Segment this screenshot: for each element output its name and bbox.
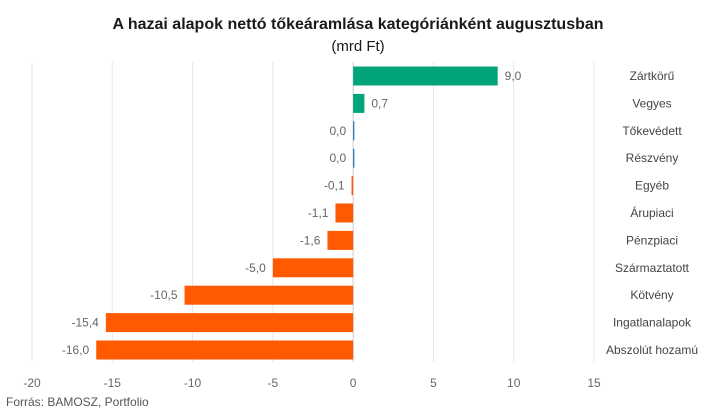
value-label: -15,4 (72, 316, 100, 330)
value-label: -10,5 (150, 288, 178, 302)
bar (327, 230, 354, 250)
bar (272, 258, 354, 278)
bar (353, 121, 355, 141)
value-label: -1,6 (300, 233, 321, 247)
category-label: Származtatott (615, 261, 690, 275)
category-label: Árupiaci (630, 205, 673, 220)
value-label: -16,0 (62, 343, 90, 357)
x-axis-ticks: -20 -15 -10 -5 0 5 10 15 (23, 376, 601, 390)
x-tick-label: -15 (104, 376, 122, 390)
value-label: -5,0 (245, 261, 266, 275)
value-label: -0,1 (324, 179, 345, 193)
x-tick-label: -10 (184, 376, 202, 390)
x-tick-label: -20 (23, 376, 41, 390)
x-tick-label: 10 (507, 376, 521, 390)
category-label: Zártkörű (630, 69, 675, 83)
bar (353, 93, 365, 113)
x-tick-label: 15 (587, 376, 601, 390)
category-label: Abszolút hozamú (606, 343, 698, 357)
x-tick-label: -5 (268, 376, 279, 390)
category-label: Pénzpiaci (626, 233, 678, 247)
category-label: Vegyes (632, 96, 671, 110)
bar (351, 176, 354, 196)
bar (353, 66, 498, 86)
bar (96, 340, 354, 360)
value-label: -1,1 (308, 206, 329, 220)
value-label: 9,0 (505, 69, 522, 83)
category-label: Kötvény (630, 288, 673, 302)
x-tick-label: 5 (430, 376, 437, 390)
bar (353, 148, 355, 168)
category-label: Egyéb (635, 179, 669, 193)
value-labels: 9,0 0,7 0,0 0,0 -0,1 -1,1 -1,6 -5,0 -10,5 -15,4 -1… (62, 69, 522, 357)
bars (96, 66, 498, 360)
category-label: Részvény (626, 151, 679, 165)
source-note: Forrás: BAMOSZ, Portfolio (6, 395, 149, 409)
value-label: 0,0 (329, 124, 346, 138)
category-label: Ingatlanalapok (613, 316, 692, 330)
category-label: Tőkevédett (622, 124, 682, 138)
chart-title: A hazai alapok nettó tőkeáramlása kategó… (112, 16, 603, 33)
chart-subtitle: (mrd Ft) (331, 38, 384, 55)
bar (105, 313, 354, 333)
value-label: 0,0 (329, 151, 346, 165)
bar (335, 203, 354, 223)
value-label: 0,7 (371, 96, 388, 110)
bar (184, 285, 354, 305)
category-labels: Zártkörű Vegyes Tőkevédett Részvény Egyéb Áru… (606, 69, 698, 357)
x-tick-label: 0 (350, 376, 357, 390)
